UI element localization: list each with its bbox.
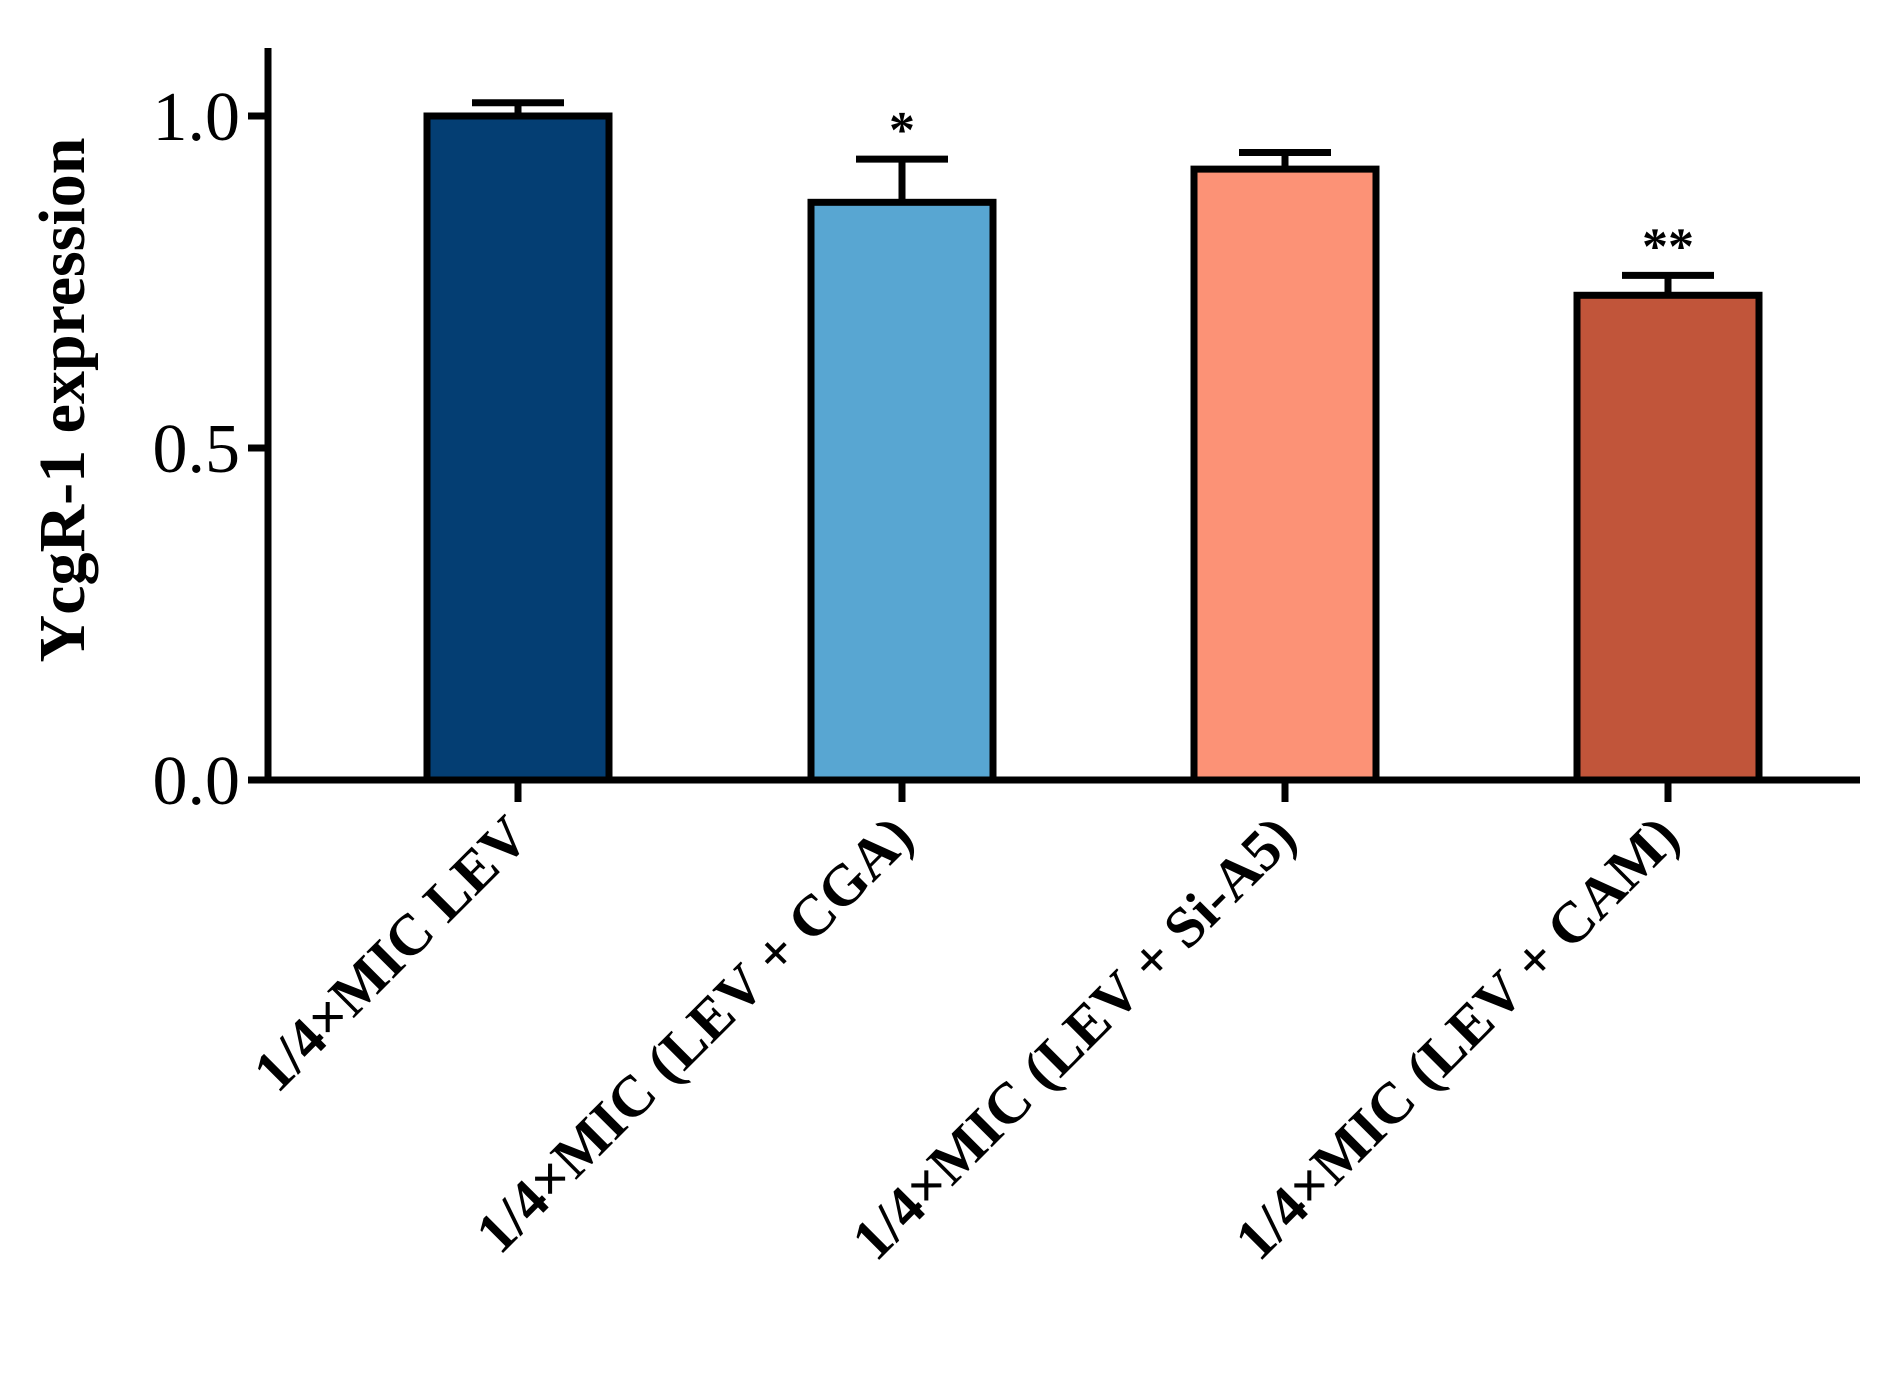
y-axis-title: YcgR-1 expression — [26, 138, 99, 663]
bar-3 — [1190, 165, 1380, 784]
x-category-label-4: 1/4×MIC (LEV + CAM) — [1222, 803, 1691, 1272]
bars-layer — [423, 112, 1763, 784]
y-tick-label-1: 0.0 — [153, 743, 241, 820]
axes-layer — [248, 48, 1860, 802]
bar-2 — [807, 198, 997, 784]
x-category-label-3: 1/4×MIC (LEV + Si-A5) — [839, 803, 1308, 1272]
significance-marker-2: * — [889, 102, 915, 159]
x-category-label-1: 1/4×MIC LEV — [241, 803, 542, 1104]
significance-marker-4: ** — [1642, 218, 1694, 275]
y-tick-label-3: 1.0 — [153, 79, 241, 156]
y-tick-label-2: 0.5 — [153, 411, 241, 488]
bar-1 — [423, 112, 613, 784]
bar-4 — [1573, 291, 1763, 784]
error-bars-layer — [472, 99, 1714, 296]
x-category-label-2: 1/4×MIC (LEV + CGA) — [463, 803, 925, 1265]
